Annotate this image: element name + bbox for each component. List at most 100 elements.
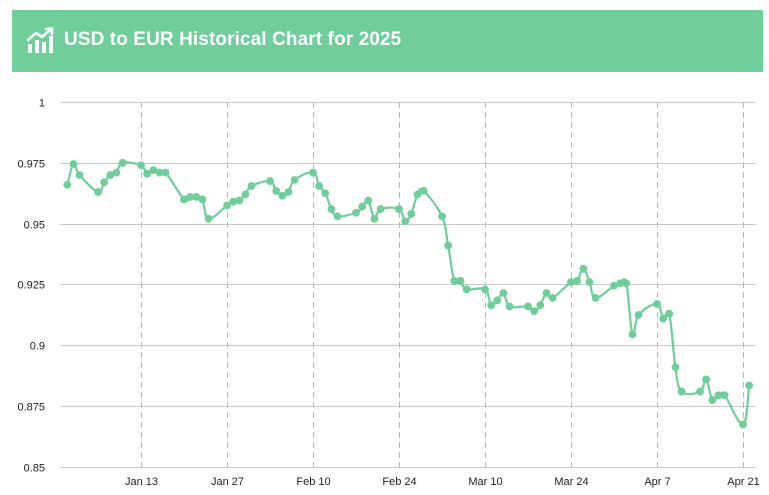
data-point[interactable] [524,302,532,311]
data-point[interactable] [333,212,342,221]
data-point[interactable] [481,285,489,294]
data-point[interactable] [309,168,317,177]
data-point[interactable] [376,205,385,213]
data-point[interactable] [499,289,508,297]
data-point[interactable] [266,177,274,185]
x-tick-label: Jan 27 [211,476,244,488]
data-point[interactable] [401,217,410,226]
data-point[interactable] [186,193,195,201]
x-tick-label: Feb 24 [382,476,416,488]
data-point[interactable] [149,166,158,175]
data-point[interactable] [247,182,256,190]
data-point[interactable] [419,186,428,195]
data-point[interactable] [106,171,115,179]
data-point[interactable] [677,387,686,396]
chart-title: USD to EUR Historical Chart for 2025 [64,29,402,50]
data-point[interactable] [696,387,704,396]
data-point[interactable] [622,279,631,288]
data-point[interactable] [628,330,637,339]
data-point[interactable] [63,180,72,189]
data-point[interactable] [284,188,293,196]
data-point[interactable] [407,210,416,218]
x-tick-label: Feb 10 [296,476,330,488]
data-point[interactable] [395,205,403,213]
data-point[interactable] [505,302,514,311]
data-point[interactable] [94,188,102,196]
data-point[interactable] [659,314,668,323]
data-point[interactable] [192,193,201,201]
data-point[interactable] [653,300,661,308]
data-point[interactable] [161,168,170,177]
data-point[interactable] [708,396,717,404]
data-point[interactable] [456,276,465,285]
data-point[interactable] [223,201,231,210]
x-tick-label: Apr 21 [727,476,759,488]
y-tick-label: 0.85 [24,463,45,475]
data-point[interactable] [112,168,121,177]
data-point[interactable] [610,281,618,290]
data-point[interactable] [665,309,674,318]
data-point[interactable] [720,391,729,400]
y-tick-label: 0.975 [17,159,45,171]
data-point[interactable] [155,168,164,177]
series-line-layer [66,161,751,426]
data-point[interactable] [542,289,551,297]
grid-lines [60,102,756,468]
data-point[interactable] [530,307,539,316]
data-point[interactable] [290,175,299,184]
data-point[interactable] [438,212,446,221]
data-point[interactable] [278,191,287,200]
data-point[interactable] [358,202,367,211]
data-point[interactable] [567,278,575,286]
data-point[interactable] [462,285,471,294]
y-tick-label: 0.875 [17,402,45,414]
data-point[interactable] [591,293,600,302]
data-point[interactable] [352,208,360,217]
data-point[interactable] [315,182,324,190]
data-point[interactable] [204,214,213,223]
data-point[interactable] [75,171,84,179]
data-point[interactable] [370,214,379,223]
data-point[interactable] [536,301,545,310]
data-point[interactable] [100,178,109,187]
data-point[interactable] [450,276,459,285]
data-point[interactable] [579,264,588,273]
series-line [66,161,751,426]
data-point[interactable] [235,196,244,205]
y-axis-tick-labels: 1 0.975 0.95 0.925 0.9 0.875 0.85 [17,98,45,475]
data-point[interactable] [616,279,625,288]
y-tick-label: 0.95 [24,220,45,232]
data-point[interactable] [229,197,238,206]
x-tick-label: Jan 13 [125,476,158,488]
data-point[interactable] [671,363,680,372]
y-tick-label: 0.9 [30,341,45,353]
data-point[interactable] [69,160,78,168]
data-point[interactable] [272,186,281,195]
data-point[interactable] [143,169,152,178]
data-point[interactable] [585,278,594,286]
data-point[interactable] [241,190,250,199]
x-axis-tick-labels: Jan 13 Jan 27 Feb 10 Feb 24 Mar 10 Mar 24 Apr … [125,476,760,488]
data-point[interactable] [118,158,127,167]
x-tick-label: Apr 7 [644,476,670,488]
data-point[interactable] [739,420,747,429]
data-point[interactable] [137,161,145,170]
data-point[interactable] [573,276,582,285]
data-point[interactable] [198,195,207,204]
chart-trend-icon [26,27,54,53]
data-point[interactable] [634,311,643,319]
data-point[interactable] [745,381,754,390]
data-point[interactable] [444,241,453,250]
data-point[interactable] [702,375,711,384]
data-point[interactable] [327,205,336,213]
y-tick-label: 0.925 [17,280,45,292]
data-point[interactable] [321,189,330,198]
data-point[interactable] [180,195,188,204]
data-point[interactable] [364,196,373,205]
data-point[interactable] [714,391,723,400]
data-point[interactable] [487,301,496,310]
data-point[interactable] [493,296,502,305]
data-point[interactable] [413,190,422,199]
data-point[interactable] [548,293,557,302]
